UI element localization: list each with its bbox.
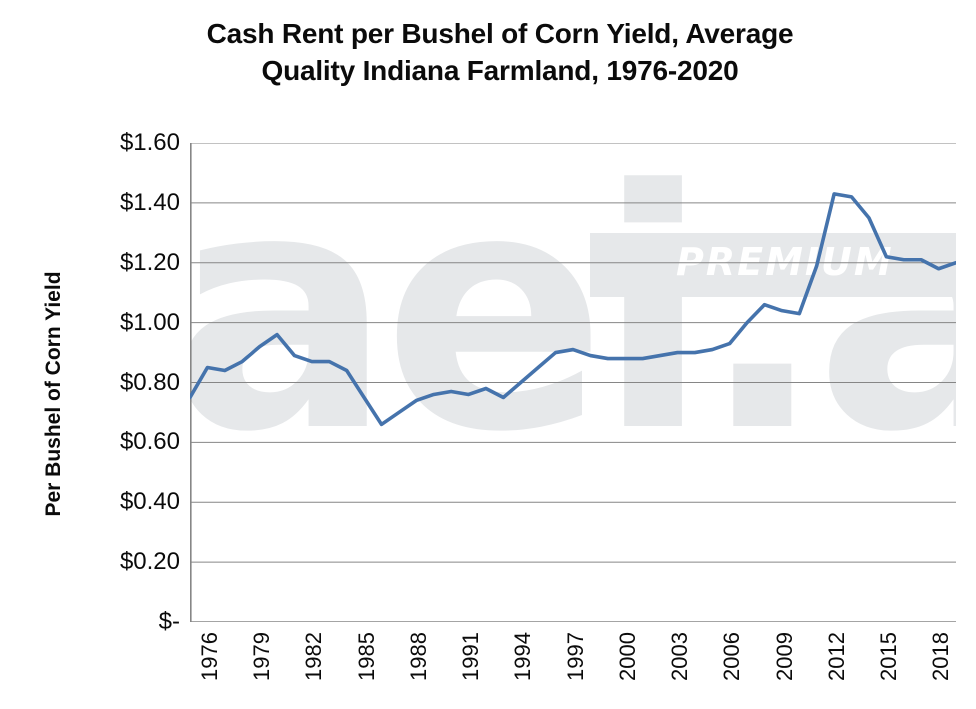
x-tick-label: 2015	[875, 632, 901, 681]
x-tick-label: 2018	[928, 632, 954, 681]
y-tick-label: $-	[158, 608, 180, 635]
y-tick-label: $1.00	[119, 308, 180, 336]
x-tick-label: 2012	[823, 632, 849, 681]
x-tick-label: 1976	[197, 632, 222, 681]
x-tick-label: 1994	[510, 632, 536, 681]
y-tick-label: $0.40	[119, 488, 180, 516]
x-tick-label: 1988	[405, 632, 431, 681]
y-axis-tick-labels: $1.60 $1.40 $1.20 $1.00 $0.80 $0.60 $0.40 $0.20…	[30, 0, 180, 709]
x-tick-label: 1985	[353, 632, 379, 681]
x-tick-label: 2006	[719, 632, 745, 681]
x-tick-label: 1997	[562, 632, 588, 681]
chart-title: Cash Rent per Bushel of Corn Yield, Aver…	[206, 18, 794, 86]
x-tick-label: 1979	[249, 632, 275, 681]
data-series-line	[190, 192, 956, 427]
y-tick-label: $1.40	[119, 188, 180, 216]
plot-area: aei.ag PREMIUM	[190, 143, 956, 622]
x-tick-label: 2003	[667, 632, 693, 681]
x-tick-label: 2009	[771, 632, 797, 681]
line-chart-svg	[190, 143, 956, 622]
y-tick-label: $0.80	[119, 368, 180, 396]
x-tick-label: 1991	[458, 632, 484, 681]
y-tick-label: $0.60	[119, 428, 180, 456]
y-tick-label: $1.20	[119, 248, 180, 276]
x-tick-label: 2000	[614, 632, 640, 681]
y-tick-label: $0.20	[119, 548, 180, 576]
x-tick-label: 1982	[301, 632, 327, 681]
y-tick-label: $1.60	[119, 129, 180, 156]
